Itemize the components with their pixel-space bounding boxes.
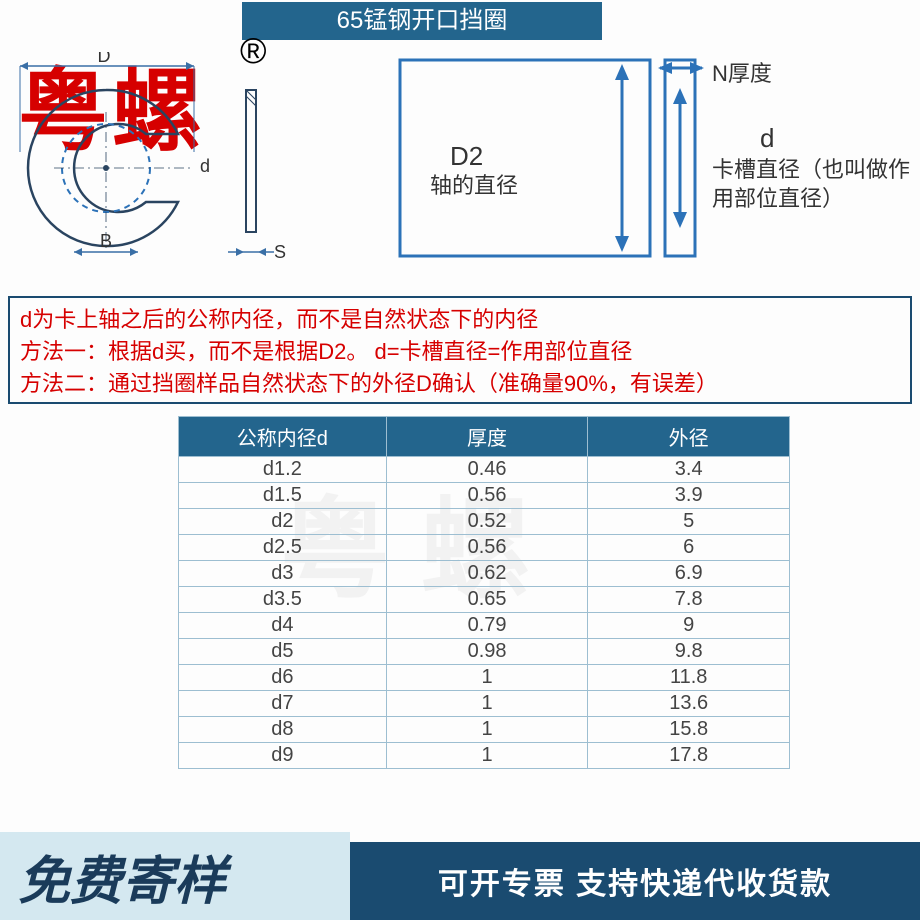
label-n: N厚度 <box>712 60 772 89</box>
table-row: d50.989.8 <box>179 639 790 665</box>
table-row: d9117.8 <box>179 743 790 769</box>
title-text: 65锰钢开口挡圈 <box>337 7 508 34</box>
banner-right: 可开专票 支持快递代收货款 <box>350 842 920 920</box>
table-row: d1.50.563.9 <box>179 483 790 509</box>
instruction-box: d为卡上轴之后的公称内径，而不是自然状态下的内径 方法一：根据d买，而不是根据D… <box>8 296 912 404</box>
instr-line-2: 方法一：根据d买，而不是根据D2。 d=卡槽直径=作用部位直径 <box>20 336 900 368</box>
title-bar: 65锰钢开口挡圈 <box>242 2 602 40</box>
svg-text:S: S <box>274 242 286 262</box>
svg-text:B: B <box>100 231 112 251</box>
left-drawing: D d B S <box>6 52 296 262</box>
table-row: d8115.8 <box>179 717 790 743</box>
svg-text:D: D <box>98 52 111 66</box>
banner-left-text: 免费寄样 <box>18 839 226 914</box>
table-row: d2.50.566 <box>179 535 790 561</box>
table-row: d6111.8 <box>179 665 790 691</box>
label-d2-sub: 轴的直径 <box>430 172 518 201</box>
table-header: 厚度 <box>386 417 588 457</box>
table-row: d3.50.657.8 <box>179 587 790 613</box>
table-row: d20.525 <box>179 509 790 535</box>
table-header: 外径 <box>588 417 790 457</box>
instr-line-3: 方法二：通过挡圈样品自然状态下的外径D确认（准确量90%，有误差） <box>20 368 900 400</box>
instr-line-1: d为卡上轴之后的公称内径，而不是自然状态下的内径 <box>20 304 900 336</box>
table-row: d40.799 <box>179 613 790 639</box>
label-d2: D2 <box>450 140 483 174</box>
label-d-desc: 卡槽直径（也叫做作用部位直径） <box>712 156 912 213</box>
table-row: d30.626.9 <box>179 561 790 587</box>
table-row: d1.20.463.4 <box>179 457 790 483</box>
table-row: d7113.6 <box>179 691 790 717</box>
banner-left: 免费寄样 <box>0 832 350 920</box>
spec-table: 公称内径d厚度外径 d1.20.463.4d1.50.563.9d20.525d… <box>178 416 790 769</box>
banner-right-text: 可开专票 支持快递代收货款 <box>438 859 832 903</box>
table-header: 公称内径d <box>179 417 387 457</box>
svg-text:d: d <box>200 156 210 176</box>
label-d: d <box>760 122 774 156</box>
